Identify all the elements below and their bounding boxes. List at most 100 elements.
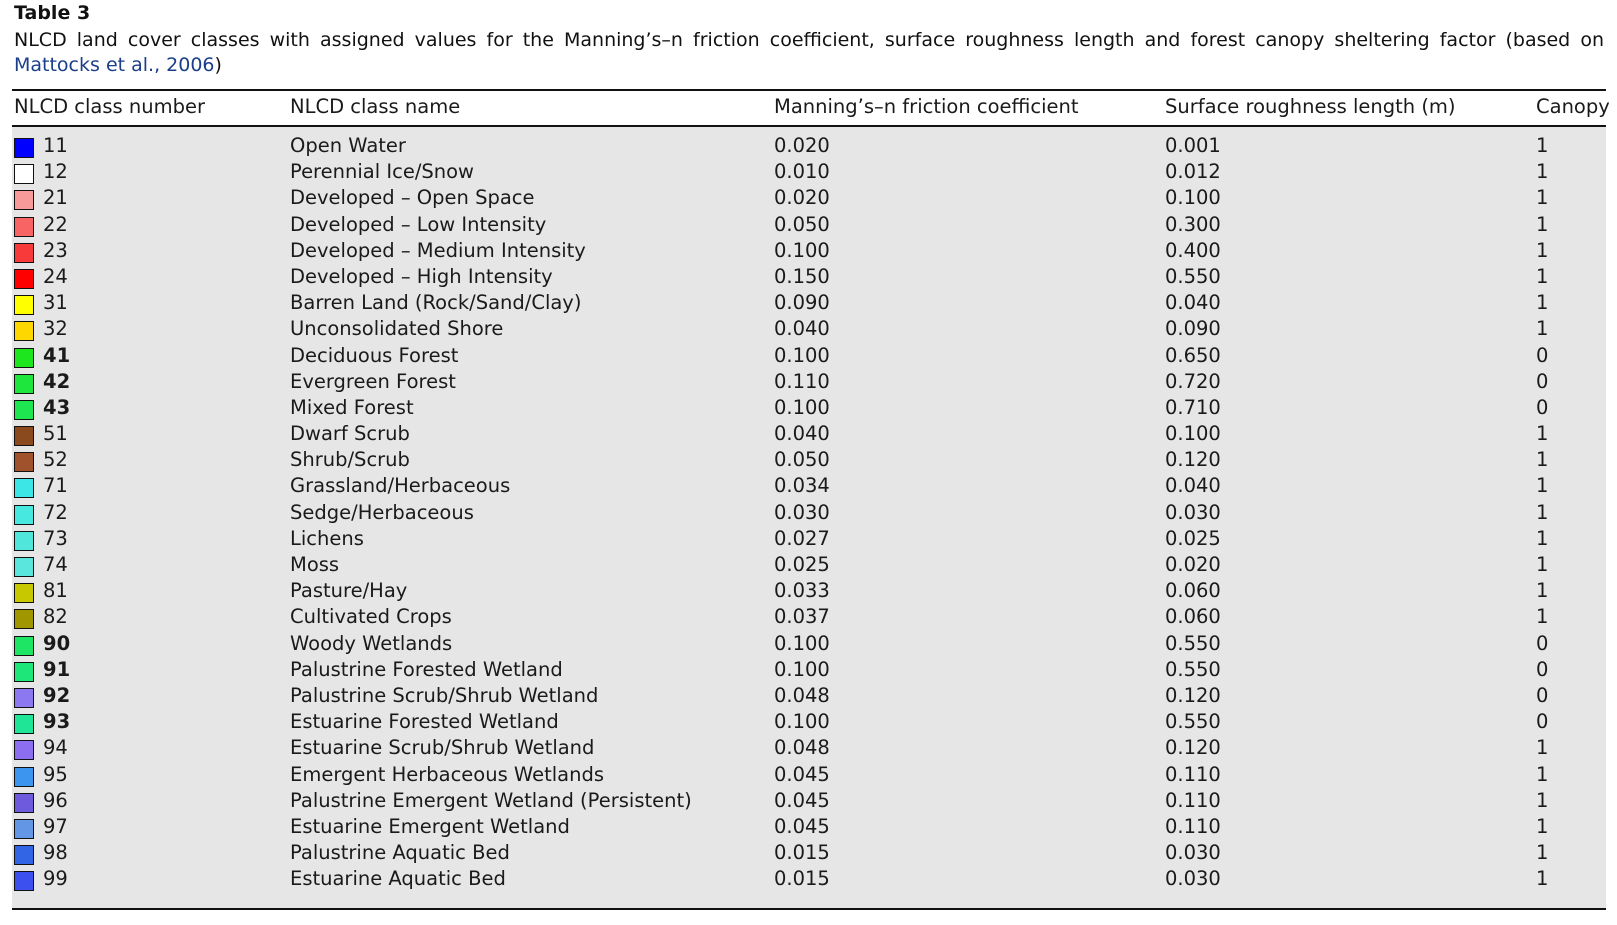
table-row: 91 Palustrine Forested Wetland 0.100 0.550 0 <box>0 657 1617 685</box>
class-number: 51 <box>43 422 68 446</box>
class-number: 21 <box>43 186 68 210</box>
color-swatch <box>14 321 34 342</box>
color-swatch <box>14 609 34 630</box>
class-name: Developed – Low Intensity <box>290 212 547 236</box>
canopy-value: 1 <box>1536 736 1549 760</box>
color-swatch <box>14 452 34 473</box>
class-number: 43 <box>43 395 71 419</box>
manning-value: 0.100 <box>774 710 830 734</box>
canopy-value: 1 <box>1536 762 1549 786</box>
class-name: Cultivated Crops <box>290 605 452 629</box>
roughness-value: 0.030 <box>1165 867 1221 891</box>
table-row: 51 Dwarf Scrub 0.040 0.100 1 <box>0 423 1617 449</box>
class-name: Dwarf Scrub <box>290 422 410 446</box>
manning-value: 0.015 <box>774 867 830 891</box>
canopy-value: 1 <box>1536 814 1549 838</box>
manning-value: 0.010 <box>774 160 830 184</box>
class-number: 24 <box>43 264 68 288</box>
manning-value: 0.100 <box>774 657 830 681</box>
table-top-rule <box>12 89 1606 91</box>
class-name: Sedge/Herbaceous <box>290 500 474 524</box>
class-number: 52 <box>43 448 68 472</box>
table-label: Table 3 <box>14 2 91 24</box>
table-row: 42 Evergreen Forest 0.110 0.720 0 <box>0 369 1617 397</box>
roughness-value: 0.030 <box>1165 841 1221 865</box>
color-swatch <box>14 871 34 892</box>
roughness-value: 0.025 <box>1165 526 1221 550</box>
table-row: 73 Lichens 0.027 0.025 1 <box>0 526 1617 554</box>
roughness-value: 0.040 <box>1165 291 1221 315</box>
roughness-value: 0.120 <box>1165 683 1221 707</box>
roughness-value: 0.120 <box>1165 448 1221 472</box>
class-number: 41 <box>43 343 71 367</box>
roughness-value: 0.550 <box>1165 264 1221 288</box>
roughness-value: 0.020 <box>1165 553 1221 576</box>
roughness-value: 0.060 <box>1165 605 1221 629</box>
manning-value: 0.090 <box>774 291 830 315</box>
roughness-value: 0.550 <box>1165 631 1221 655</box>
canopy-value: 0 <box>1536 395 1549 419</box>
class-name: Developed – Open Space <box>290 186 535 210</box>
manning-value: 0.040 <box>774 317 830 341</box>
roughness-value: 0.110 <box>1165 762 1221 786</box>
color-swatch <box>14 426 34 447</box>
table-row: 11 Open Water 0.020 0.001 1 <box>0 135 1617 161</box>
table-row: 96 Palustrine Emergent Wetland (Persisten… <box>0 788 1617 816</box>
table-caption: NLCD land cover classes with assigned va… <box>14 28 1604 78</box>
roughness-value: 0.110 <box>1165 814 1221 838</box>
table-row: 74 Moss 0.025 0.020 1 <box>0 554 1617 580</box>
class-name: Moss <box>290 553 340 576</box>
manning-value: 0.050 <box>774 448 830 472</box>
color-swatch <box>14 399 34 420</box>
color-swatch <box>14 478 34 499</box>
table-row: 21 Developed – Open Space 0.020 0.100 1 <box>0 187 1617 213</box>
canopy-value: 1 <box>1536 788 1549 812</box>
roughness-value: 0.030 <box>1165 500 1221 524</box>
class-number: 23 <box>43 238 68 262</box>
color-swatch <box>14 164 34 185</box>
roughness-value: 0.120 <box>1165 736 1221 760</box>
roughness-value: 0.012 <box>1165 160 1221 184</box>
color-swatch <box>14 295 34 316</box>
table-row: 24 Developed – High Intensity 0.150 0.550 1 <box>0 264 1617 292</box>
canopy-value: 0 <box>1536 369 1549 393</box>
roughness-value: 0.090 <box>1165 317 1221 341</box>
citation-link[interactable]: Mattocks et al., 2006 <box>14 54 215 76</box>
color-swatch <box>14 792 34 813</box>
table-row: 72 Sedge/Herbaceous 0.030 0.030 1 <box>0 500 1617 528</box>
table-row: 32 Unconsolidated Shore 0.040 0.090 1 <box>0 318 1617 344</box>
canopy-value: 1 <box>1536 605 1549 629</box>
canopy-value: 1 <box>1536 553 1549 576</box>
color-swatch <box>14 687 34 708</box>
class-number: 71 <box>43 474 68 498</box>
roughness-value: 0.550 <box>1165 710 1221 734</box>
header-manning: Manning’s–n friction coefficient <box>774 95 1079 118</box>
class-name: Unconsolidated Shore <box>290 317 504 341</box>
class-number: 74 <box>43 553 68 576</box>
roughness-value: 0.100 <box>1165 186 1221 210</box>
manning-value: 0.037 <box>774 605 830 629</box>
class-name: Estuarine Forested Wetland <box>290 710 559 734</box>
canopy-value: 0 <box>1536 343 1549 367</box>
manning-value: 0.034 <box>774 474 830 498</box>
canopy-value: 1 <box>1536 867 1549 891</box>
manning-value: 0.045 <box>774 814 830 838</box>
manning-value: 0.100 <box>774 631 830 655</box>
canopy-value: 1 <box>1536 134 1549 157</box>
class-name: Estuarine Emergent Wetland <box>290 814 570 838</box>
canopy-value: 1 <box>1536 264 1549 288</box>
table-row: 43 Mixed Forest 0.100 0.710 0 <box>0 395 1617 423</box>
color-swatch <box>14 845 34 866</box>
manning-value: 0.045 <box>774 762 830 786</box>
class-number: 73 <box>43 526 68 550</box>
class-name: Shrub/Scrub <box>290 448 410 472</box>
class-name: Mixed Forest <box>290 395 414 419</box>
canopy-value: 1 <box>1536 500 1549 524</box>
roughness-value: 0.060 <box>1165 579 1221 603</box>
class-name: Emergent Herbaceous Wetlands <box>290 762 604 786</box>
table-bottom-rule <box>12 908 1606 910</box>
roughness-value: 0.400 <box>1165 238 1221 262</box>
canopy-value: 1 <box>1536 526 1549 550</box>
class-name: Palustrine Aquatic Bed <box>290 841 510 865</box>
